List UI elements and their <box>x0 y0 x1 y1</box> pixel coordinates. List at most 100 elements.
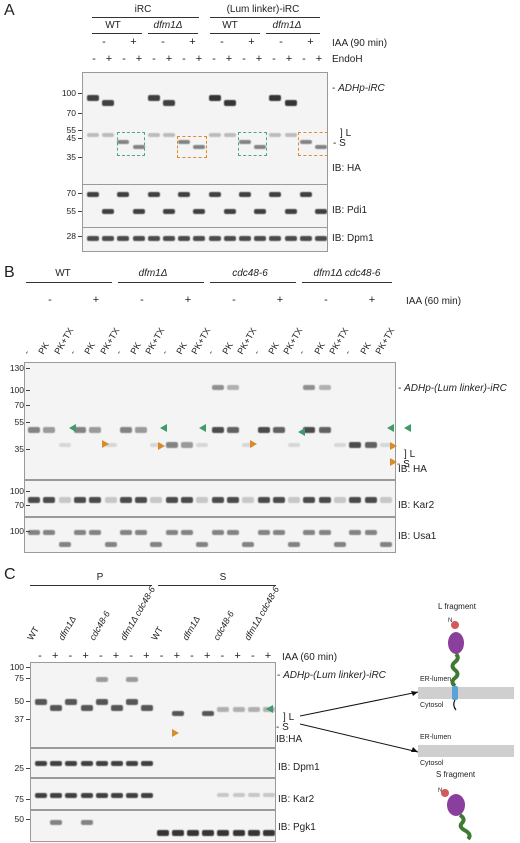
a-endoh-sign-8: - <box>212 53 216 65</box>
b-usa-5 <box>104 542 117 547</box>
c-lane-2: cdc48-6 <box>87 609 113 642</box>
a-dpm-12 <box>269 236 282 241</box>
a-dpm-2 <box>117 236 130 241</box>
b-ha-l-6 <box>119 427 132 433</box>
a-dpm-13 <box>284 236 297 241</box>
b-ha-tx-17 <box>288 443 301 447</box>
c-dpm-4 <box>95 761 108 766</box>
b-kar-23 <box>379 497 392 503</box>
b-ha-full-12 <box>211 385 224 390</box>
a-s: S <box>339 138 346 149</box>
b-green-arrow-0 <box>69 424 76 432</box>
b-kar-19 <box>318 497 331 503</box>
s-fragment-label: S fragment <box>436 770 476 779</box>
b-ha-mw-tick-2 <box>26 405 30 406</box>
c-kar-2 <box>65 793 78 798</box>
c-l-label: ] L <box>283 712 295 723</box>
b-ha-l-1 <box>43 427 56 433</box>
c-pgk-ib: IB: Pgk1 <box>278 822 316 833</box>
orange-box-2 <box>298 132 327 156</box>
b-ha-l-13 <box>226 427 239 433</box>
a-ha-frag-10 <box>239 140 251 144</box>
b-usa-mw-tick-0 <box>26 531 30 532</box>
b-l-label: ] L <box>404 449 416 460</box>
c-lane-0: WT <box>25 624 41 642</box>
b-ha-l-3 <box>73 427 86 433</box>
c-ha-s-13 <box>232 707 245 712</box>
b-usa-17 <box>288 542 301 547</box>
b-green-arrow-5 <box>404 424 411 432</box>
c-iaa-sign-0: - <box>38 650 42 662</box>
b-kar-9 <box>165 497 178 503</box>
l-fragment-label: L fragment <box>438 602 476 611</box>
b-ha-l-16 <box>272 427 285 433</box>
teal-box-1 <box>117 132 145 156</box>
a-ha-mw-tick-1 <box>78 113 82 114</box>
c-iaa-sign-9: + <box>173 650 181 662</box>
a-endoh-sign-15: + <box>315 53 323 65</box>
arrow-l <box>300 691 419 717</box>
a-ha-mw-1: 70 <box>66 108 76 118</box>
c-pgk-mw-0: 50 <box>14 814 24 824</box>
b-kar-3 <box>73 497 86 503</box>
a-ha-frag-1 <box>102 133 115 137</box>
a-species-label: - ADHp-iRC <box>332 83 385 94</box>
b-lane-19: PK <box>312 340 327 356</box>
a-ha-frag-4 <box>147 133 160 137</box>
b-ha-mw-tick-3 <box>26 422 30 423</box>
blot-a-ha <box>82 72 328 185</box>
b-ha-l-15 <box>257 427 270 433</box>
b-l: L <box>409 449 416 460</box>
c-pgk-8 <box>156 830 169 836</box>
b-ha-l-10 <box>181 442 193 448</box>
c-ha-s-11 <box>202 711 215 716</box>
b-lane-18: - <box>296 348 307 356</box>
b-green-arrow-2 <box>199 424 206 432</box>
c-kar-5 <box>111 793 123 798</box>
c-ha-mw-1: 75 <box>14 673 24 683</box>
a-ha-frag-11 <box>254 145 267 149</box>
b-ha-full-19 <box>318 385 331 390</box>
a-ha-full-12 <box>269 95 282 101</box>
a-endoh-sign-13: + <box>285 53 293 65</box>
c-dpm-5 <box>111 761 123 766</box>
a-pdi-9 <box>223 209 236 214</box>
b-usa-1 <box>43 530 56 535</box>
membrane-1 <box>418 687 514 699</box>
b-ha-l-21 <box>349 442 362 448</box>
a-pdi-mw-tick-1 <box>78 211 82 212</box>
b-kar-21 <box>349 497 362 503</box>
c-lane-5: dfm1Δ <box>180 614 203 642</box>
a-dpm-mw-tick-0 <box>78 236 82 237</box>
b-strain-cdc48: cdc48-6 <box>232 268 268 279</box>
b-orange-arrow-4 <box>390 458 397 466</box>
c-dpm-6 <box>126 761 139 766</box>
b-ha-tx-11 <box>196 443 209 447</box>
a-dpm-0 <box>87 236 99 241</box>
a-ha-frag-14 <box>299 140 312 144</box>
a-iaa-sign-6: - <box>279 36 283 48</box>
c-kar-15 <box>263 793 275 797</box>
blot-c-kar2 <box>30 778 276 810</box>
a-endoh-sign-9: + <box>225 53 233 65</box>
c-species-text: ADHp-(Lum linker)-iRC <box>283 670 386 681</box>
c-ha-s-14 <box>247 707 260 712</box>
a-dpm-14 <box>299 236 312 241</box>
strain-dfm1-1: dfm1Δ <box>153 20 183 31</box>
b-green-arrow-1 <box>160 424 167 432</box>
blot-b-kar2 <box>24 480 396 517</box>
b-kar-1 <box>43 497 56 503</box>
b-ha-l-9 <box>165 442 178 448</box>
b-kar-10 <box>181 497 193 503</box>
a-dpm-1 <box>102 236 115 241</box>
b-ha-l-7 <box>135 427 148 433</box>
c-dpm-0 <box>35 761 47 766</box>
c-lane-4: WT <box>149 624 165 642</box>
c-ha-l-0 <box>35 699 47 705</box>
b-usa-20 <box>334 542 346 547</box>
a-dpm-8 <box>208 236 221 241</box>
c-iaa-sign-13: + <box>234 650 241 662</box>
b-green-arrow-4 <box>387 424 394 432</box>
blot-b-usa1 <box>24 517 396 553</box>
b-ha-ib: IB: HA <box>398 464 427 475</box>
